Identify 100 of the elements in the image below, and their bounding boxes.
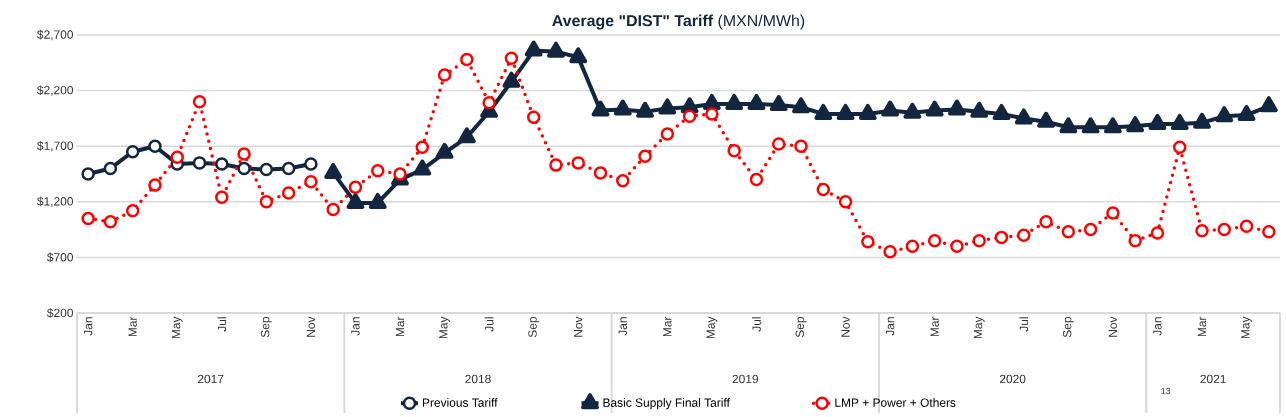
point <box>192 94 207 109</box>
point <box>1150 226 1165 240</box>
point <box>814 103 833 120</box>
point <box>524 40 543 57</box>
point <box>237 161 251 176</box>
point <box>1126 116 1145 133</box>
x-tick-label: Mar <box>395 316 405 337</box>
x-tick-label: Nov <box>841 316 850 337</box>
y-tick-label: $2,200 <box>37 85 74 96</box>
x-tick-label: Jan <box>83 317 93 336</box>
point <box>304 157 318 171</box>
point <box>638 149 652 163</box>
point <box>838 195 853 209</box>
x-tick-label: May <box>439 316 450 339</box>
point <box>1081 117 1100 134</box>
chart-title: Average "DIST" Tariff (MXN/MWh) <box>552 14 805 30</box>
x-tick-label: Jan <box>618 317 627 336</box>
point <box>658 98 677 115</box>
point <box>170 150 184 165</box>
x-tick-label: Jul <box>752 317 761 332</box>
x-tick-label: Sep <box>528 317 540 338</box>
point <box>1259 96 1278 113</box>
point <box>348 180 363 195</box>
x-tick-label: Jan <box>885 317 895 336</box>
point <box>1262 225 1276 239</box>
x-tick-label: May <box>1241 316 1252 339</box>
x-tick-label: Sep <box>795 317 807 338</box>
legend-label: LMP + Power + Others <box>835 398 956 407</box>
point <box>1170 113 1189 130</box>
point <box>435 142 454 159</box>
point <box>769 95 788 112</box>
point <box>215 157 229 171</box>
point <box>1239 219 1254 234</box>
point <box>281 161 296 176</box>
point <box>970 101 989 118</box>
point <box>281 186 296 200</box>
point <box>858 103 877 120</box>
point <box>749 172 764 187</box>
point <box>705 107 719 121</box>
point <box>192 156 207 170</box>
point <box>1103 117 1122 134</box>
text: 13 <box>1161 387 1171 395</box>
point <box>259 162 274 177</box>
point <box>457 127 476 144</box>
point <box>482 96 496 110</box>
point <box>1172 140 1187 155</box>
point <box>237 147 251 161</box>
y-tick-label: $200 <box>47 308 74 318</box>
point <box>526 110 541 125</box>
x-tick-label: May <box>171 316 183 339</box>
x-tick-label: Mar <box>1197 316 1207 337</box>
point <box>725 93 744 110</box>
point <box>81 211 95 226</box>
point <box>682 109 697 123</box>
point <box>883 245 897 259</box>
y-tick-label: $700 <box>47 252 74 263</box>
point <box>948 99 966 116</box>
x-tick-label: Mar <box>128 316 137 337</box>
point <box>702 93 721 110</box>
point <box>1193 112 1211 129</box>
point <box>1061 225 1076 239</box>
point <box>148 178 162 192</box>
point <box>816 182 831 197</box>
point <box>215 190 229 205</box>
point <box>415 140 430 155</box>
point <box>502 71 521 88</box>
point <box>549 158 563 172</box>
point <box>1059 117 1078 134</box>
point <box>571 156 585 170</box>
point <box>1195 223 1209 238</box>
point <box>1128 233 1142 248</box>
point <box>591 100 610 117</box>
point <box>125 145 140 159</box>
point <box>660 127 675 141</box>
point <box>636 101 654 118</box>
legend-label: Previous Tariff <box>422 398 498 407</box>
point <box>727 143 741 158</box>
point <box>836 103 855 120</box>
text: 2020 <box>999 374 1026 384</box>
point <box>1037 111 1055 128</box>
x-tick-label: Jul <box>217 317 227 332</box>
point <box>1215 106 1234 123</box>
point <box>326 202 340 217</box>
x-tick-label: Sep <box>1062 317 1074 338</box>
point <box>259 195 274 209</box>
point <box>569 47 588 64</box>
point <box>148 139 162 153</box>
point <box>324 162 343 179</box>
point <box>393 167 407 181</box>
legend-label: Basic Supply Final Tariff <box>603 398 730 410</box>
x-tick-label: Jul <box>1019 317 1029 332</box>
x-tick-label: Sep <box>260 317 272 338</box>
point <box>81 167 95 181</box>
point <box>903 102 922 119</box>
point <box>413 159 432 176</box>
point <box>950 239 964 254</box>
point <box>861 235 875 249</box>
point <box>927 233 942 248</box>
point <box>616 173 630 188</box>
point <box>905 239 920 254</box>
